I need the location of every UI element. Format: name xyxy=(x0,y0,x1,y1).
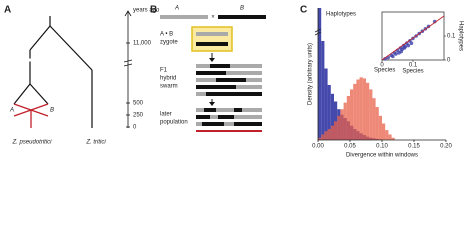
bar xyxy=(350,89,354,140)
step-label: zygote xyxy=(160,40,178,46)
bar xyxy=(382,123,386,140)
bar xyxy=(385,130,389,140)
bar xyxy=(337,115,341,140)
tree xyxy=(13,16,98,128)
x-tick-label: 0.1 xyxy=(409,63,418,69)
species-label: Z. pseudotritici xyxy=(11,140,52,146)
legend-label: Species xyxy=(374,68,395,74)
legend-label: Haplotypes xyxy=(326,12,356,18)
bar xyxy=(330,93,334,140)
tick-label: 11,000 xyxy=(133,41,152,47)
x-tick-label: 0.20 xyxy=(440,144,452,150)
bar xyxy=(378,115,382,140)
bar xyxy=(391,137,395,140)
step-label: later xyxy=(160,112,172,118)
hybrid-label: B xyxy=(50,108,54,114)
step-label: F1 xyxy=(160,68,168,74)
tick-label: 250 xyxy=(133,113,144,119)
axis-title: years ago xyxy=(133,8,160,14)
time-axis xyxy=(123,10,133,128)
parent-label: B xyxy=(240,6,244,12)
step-label: population xyxy=(160,120,188,126)
x-tick-label: 0.00 xyxy=(312,144,324,150)
step-label: hybrid xyxy=(160,76,176,82)
bar xyxy=(334,101,338,140)
chromosomes: × xyxy=(160,15,266,132)
bar xyxy=(330,125,334,140)
bar xyxy=(346,96,350,140)
bar xyxy=(321,41,325,140)
bar xyxy=(324,68,328,140)
point xyxy=(391,54,395,59)
point xyxy=(406,43,411,48)
bar xyxy=(327,129,331,140)
bar xyxy=(375,107,379,140)
species-label: Z. tritici xyxy=(85,140,106,146)
bar xyxy=(366,82,370,140)
figure: A A B Z. pseudotritici Z. tritici years … xyxy=(4,5,463,159)
bar xyxy=(324,131,328,140)
panel-label: C xyxy=(300,5,307,16)
x-axis-title: Divergence within windows xyxy=(346,153,418,159)
y-axis-title: Density (arbitrary units) xyxy=(308,43,314,105)
bar xyxy=(353,83,357,140)
bar xyxy=(318,137,322,140)
bar xyxy=(359,77,363,140)
axis-break xyxy=(314,31,322,36)
svg-text:×: × xyxy=(211,15,215,21)
bar xyxy=(321,134,325,140)
x-tick-label: 0.10 xyxy=(376,144,388,150)
y-tick-label: 0.1 xyxy=(447,34,456,40)
step-label: A • B xyxy=(160,32,173,38)
panel-label: A xyxy=(4,5,11,16)
point xyxy=(432,19,437,24)
step-label: swarm xyxy=(160,84,178,90)
bar xyxy=(388,134,392,140)
x-tick-label: 0.05 xyxy=(344,144,356,150)
panel-label: B xyxy=(150,5,157,16)
bar xyxy=(343,102,347,140)
point xyxy=(394,52,398,56)
point xyxy=(409,41,414,45)
x-tick-label: 0 xyxy=(380,63,384,69)
bar xyxy=(327,85,331,140)
y-axis-title: Haplotypes xyxy=(457,21,463,51)
inset-frame xyxy=(381,11,445,61)
bar xyxy=(318,8,322,140)
point xyxy=(403,45,408,49)
point xyxy=(383,57,387,61)
bar xyxy=(340,109,344,140)
bar xyxy=(356,79,360,140)
bar xyxy=(369,89,373,140)
bar xyxy=(362,78,366,140)
x-axis-title: Species xyxy=(402,69,423,75)
parent-label: A xyxy=(174,6,179,12)
y-tick-label: 0 xyxy=(447,58,451,64)
hybrid-label: A xyxy=(9,108,14,114)
tick-label: 500 xyxy=(133,101,144,107)
x-tick-label: 0.15 xyxy=(408,144,420,150)
trend-line xyxy=(381,15,445,61)
tick-label: 0 xyxy=(133,125,137,131)
bar xyxy=(334,121,338,140)
hybridization xyxy=(13,103,49,128)
axis-break xyxy=(314,28,322,33)
bar xyxy=(372,98,376,140)
